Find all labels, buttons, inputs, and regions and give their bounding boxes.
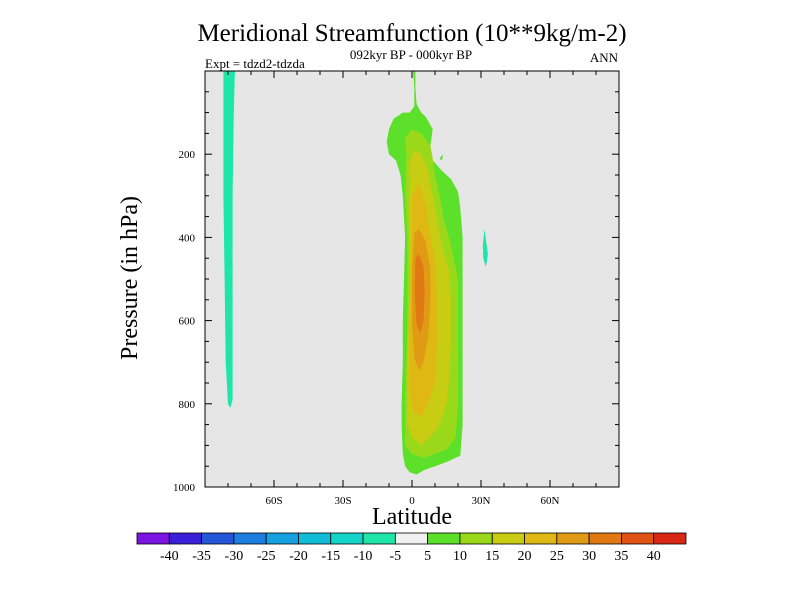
colorbar-swatch xyxy=(491,532,525,545)
colorbar-label: 5 xyxy=(424,549,431,564)
colorbar-label: 10 xyxy=(453,549,467,564)
plot-area: 60S 30S 0 30N 60N 200 400 600 800 1000 xyxy=(173,70,620,507)
y-tick-label: 1000 xyxy=(173,482,196,494)
colorbar-swatch xyxy=(330,532,364,545)
season-label: ANN xyxy=(590,50,619,65)
colorbar-swatch xyxy=(394,532,429,545)
colorbar-label: 40 xyxy=(647,549,661,564)
contour-weak-negative-cell-60S xyxy=(223,71,235,408)
contour-positive-cell-30-35 xyxy=(414,254,425,334)
x-axis-ticks: 60S 30S 0 30N 60N xyxy=(227,71,597,507)
colorbar-label: -40 xyxy=(160,549,179,564)
colorbar-label: -25 xyxy=(257,549,276,564)
colorbar-swatch xyxy=(621,532,655,545)
y-axis-label: Pressure (in hPa) xyxy=(117,196,143,360)
x-tick-label: 60S xyxy=(265,495,282,507)
colorbar-swatch xyxy=(265,532,299,545)
colorbar-swatch xyxy=(362,532,396,545)
colorbar-swatch xyxy=(459,532,493,545)
contour-positive-cell-tiny-13N xyxy=(439,154,443,161)
y-tick-label: 400 xyxy=(179,232,196,244)
colorbar-label: -15 xyxy=(321,549,340,564)
chart-title: Meridional Streamfunction (10**9kg/m-2) xyxy=(197,20,626,47)
colorbar-label: -20 xyxy=(289,549,308,564)
colorbar-label: 35 xyxy=(614,549,628,564)
colorbar-swatch xyxy=(168,532,202,545)
colorbar-label: 20 xyxy=(518,549,532,564)
colorbar-swatch xyxy=(298,532,332,545)
colorbar-label: -5 xyxy=(390,549,402,564)
y-tick-label: 600 xyxy=(179,316,196,328)
colorbar-swatch xyxy=(556,532,590,545)
experiment-label: Expt = tdzd2-tdzda xyxy=(205,56,305,71)
y-axis-ticks: 200 400 600 800 1000 xyxy=(173,70,619,494)
colorbar-swatch xyxy=(588,532,622,545)
colorbar: -40 -35 -30 -25 -20 -15 -10 -5 5 10 15 20 25 30 35 40 xyxy=(136,532,687,564)
colorbar-swatch xyxy=(653,532,687,545)
x-tick-label: 0 xyxy=(409,495,415,507)
x-tick-label: 30S xyxy=(334,495,351,507)
colorbar-swatch xyxy=(136,532,170,545)
contour-regions xyxy=(223,71,488,475)
x-axis-label: Latitude xyxy=(372,504,452,530)
colorbar-label: 15 xyxy=(485,549,499,564)
y-tick-label: 200 xyxy=(179,149,196,161)
colorbar-label: 25 xyxy=(550,549,564,564)
colorbar-swatch xyxy=(233,532,267,545)
colorbar-swatch xyxy=(201,532,235,545)
x-tick-label: 30N xyxy=(472,495,491,507)
colorbar-label: -30 xyxy=(225,549,244,564)
contour-small-negative-patch-30N xyxy=(482,229,488,267)
colorbar-swatch xyxy=(427,532,461,545)
colorbar-swatch xyxy=(524,532,558,545)
y-tick-label: 800 xyxy=(179,399,196,411)
chart-subtitle: 092kyr BP - 000kyr BP xyxy=(350,47,472,62)
x-tick-label: 60N xyxy=(541,495,560,507)
colorbar-label: -35 xyxy=(192,549,211,564)
colorbar-label: 30 xyxy=(582,549,596,564)
colorbar-label: -10 xyxy=(354,549,373,564)
